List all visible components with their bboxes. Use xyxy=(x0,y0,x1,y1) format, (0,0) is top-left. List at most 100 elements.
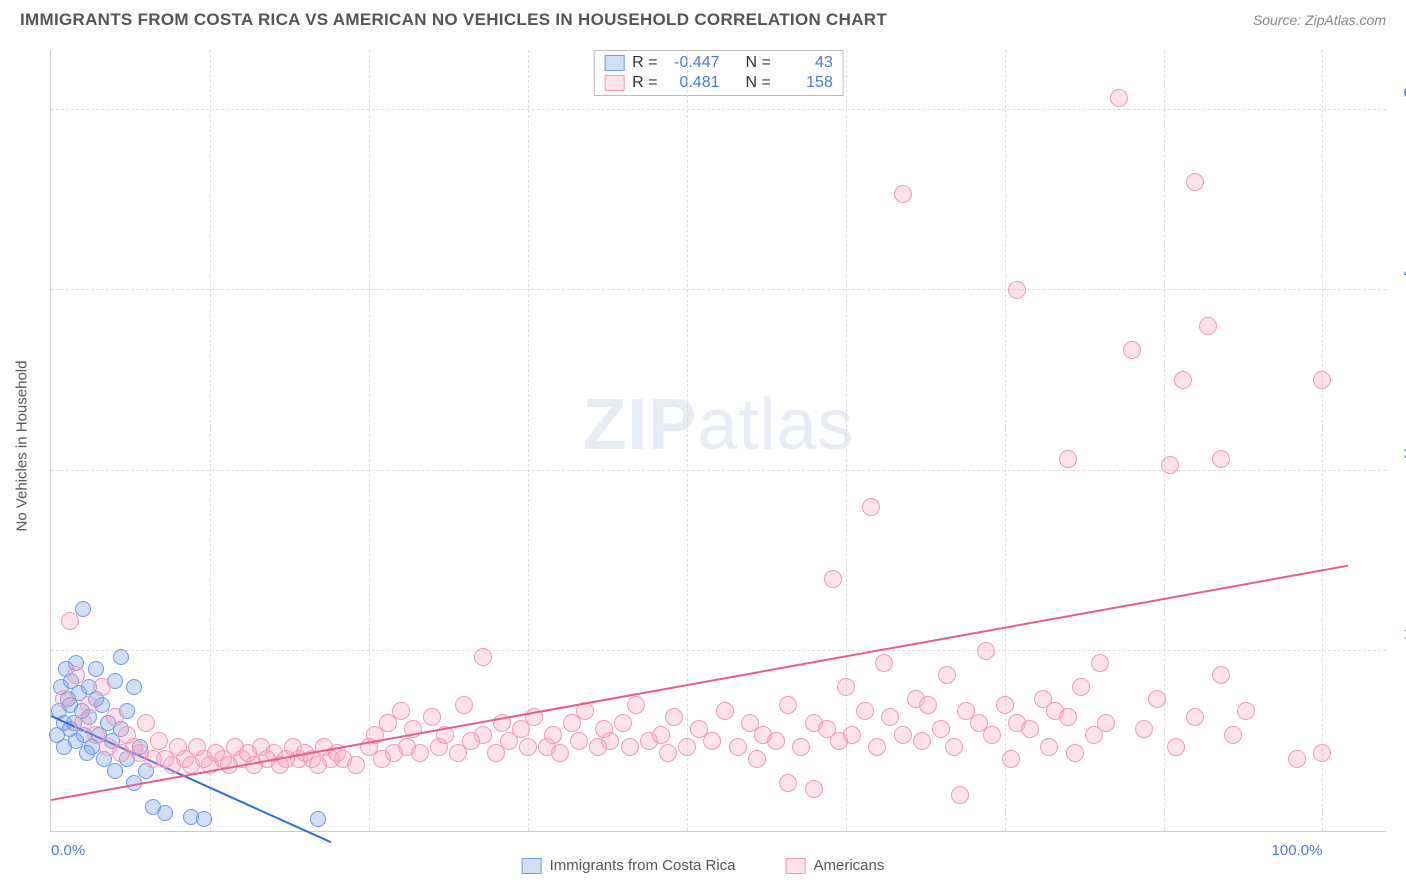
watermark-thin: atlas xyxy=(697,385,854,465)
data-point-pink xyxy=(1237,702,1255,720)
data-point-pink xyxy=(150,732,168,750)
r-value: -0.447 xyxy=(666,54,720,72)
correlation-stats-box: R =-0.447N =43R =0.481N =158 xyxy=(593,50,844,96)
data-point-pink xyxy=(423,708,441,726)
data-point-pink xyxy=(748,750,766,768)
data-point-pink xyxy=(703,732,721,750)
data-point-pink xyxy=(1021,720,1039,738)
gridline-v xyxy=(846,50,847,831)
data-point-pink xyxy=(932,720,950,738)
scatter-plot: ZIPatlas R =-0.447N =43R =0.481N =158 15… xyxy=(50,50,1386,832)
gridline-h xyxy=(51,109,1386,110)
y-axis-label: No Vehicles in Household xyxy=(14,361,31,532)
legend-label: Immigrants from Costa Rica xyxy=(550,857,736,874)
data-point-pink xyxy=(1174,371,1192,389)
data-point-pink xyxy=(455,696,473,714)
data-point-pink xyxy=(824,570,842,588)
gridline-h xyxy=(51,650,1386,651)
data-point-pink xyxy=(1186,173,1204,191)
swatch-pink xyxy=(786,858,806,874)
data-point-pink xyxy=(474,726,492,744)
data-point-pink xyxy=(945,738,963,756)
data-point-pink xyxy=(894,726,912,744)
data-point-pink xyxy=(913,732,931,750)
data-point-pink xyxy=(983,726,1001,744)
data-point-pink xyxy=(474,648,492,666)
data-point-pink xyxy=(843,726,861,744)
r-label: R = xyxy=(632,54,657,72)
data-point-pink xyxy=(1072,678,1090,696)
data-point-pink xyxy=(1167,738,1185,756)
n-value: 158 xyxy=(779,74,833,92)
y-tick-label: 15.0% xyxy=(1391,625,1406,642)
data-point-pink xyxy=(678,738,696,756)
data-point-pink xyxy=(977,642,995,660)
data-point-pink xyxy=(1135,720,1153,738)
data-point-pink xyxy=(570,732,588,750)
stats-row-pink: R =0.481N =158 xyxy=(594,73,843,93)
r-label: R = xyxy=(632,74,657,92)
data-point-pink xyxy=(996,696,1014,714)
data-point-pink xyxy=(779,774,797,792)
data-point-pink xyxy=(1002,750,1020,768)
source-prefix: Source: xyxy=(1253,12,1305,28)
gridline-v xyxy=(1005,50,1006,831)
chart-header: IMMIGRANTS FROM COSTA RICA VS AMERICAN N… xyxy=(0,0,1406,36)
gridline-v xyxy=(1322,50,1323,831)
y-tick-label: 45.0% xyxy=(1391,265,1406,282)
data-point-pink xyxy=(805,780,823,798)
data-point-pink xyxy=(106,708,124,726)
data-point-pink xyxy=(659,744,677,762)
data-point-pink xyxy=(627,696,645,714)
source-label: Source: ZipAtlas.com xyxy=(1253,12,1386,28)
n-label: N = xyxy=(746,54,771,72)
data-point-pink xyxy=(1059,708,1077,726)
data-point-pink xyxy=(1097,714,1115,732)
x-tick-label: 100.0% xyxy=(1272,842,1323,859)
data-point-pink xyxy=(1313,371,1331,389)
data-point-pink xyxy=(61,612,79,630)
data-point-pink xyxy=(614,714,632,732)
data-point-pink xyxy=(1224,726,1242,744)
data-point-pink xyxy=(93,678,111,696)
data-point-pink xyxy=(792,738,810,756)
data-point-pink xyxy=(1040,738,1058,756)
swatch-blue xyxy=(604,55,624,71)
gridline-v xyxy=(1164,50,1165,831)
data-point-pink xyxy=(551,744,569,762)
data-point-pink xyxy=(544,726,562,744)
data-point-pink xyxy=(67,666,85,684)
trend-line-pink xyxy=(51,565,1348,801)
data-point-pink xyxy=(1212,450,1230,468)
gridline-h xyxy=(51,470,1386,471)
data-point-pink xyxy=(519,738,537,756)
data-point-pink xyxy=(1161,456,1179,474)
r-value: 0.481 xyxy=(666,74,720,92)
data-point-pink xyxy=(55,690,73,708)
data-point-blue xyxy=(310,811,326,827)
data-point-blue xyxy=(113,649,129,665)
data-point-blue xyxy=(196,811,212,827)
data-point-pink xyxy=(1066,744,1084,762)
data-point-pink xyxy=(1123,341,1141,359)
data-point-pink xyxy=(1199,317,1217,335)
data-point-pink xyxy=(767,732,785,750)
data-point-blue xyxy=(107,763,123,779)
data-point-pink xyxy=(601,732,619,750)
watermark: ZIPatlas xyxy=(582,384,854,466)
y-tick-label: 60.0% xyxy=(1391,85,1406,102)
source-name: ZipAtlas.com xyxy=(1305,12,1386,28)
gridline-h xyxy=(51,289,1386,290)
watermark-bold: ZIP xyxy=(582,385,697,465)
data-point-pink xyxy=(716,702,734,720)
data-point-pink xyxy=(1212,666,1230,684)
swatch-blue xyxy=(522,858,542,874)
data-point-pink xyxy=(938,666,956,684)
gridline-v xyxy=(210,50,211,831)
data-point-pink xyxy=(80,696,98,714)
data-point-pink xyxy=(779,696,797,714)
data-point-pink xyxy=(137,714,155,732)
data-point-pink xyxy=(1091,654,1109,672)
gridline-v xyxy=(369,50,370,831)
data-point-blue xyxy=(126,679,142,695)
